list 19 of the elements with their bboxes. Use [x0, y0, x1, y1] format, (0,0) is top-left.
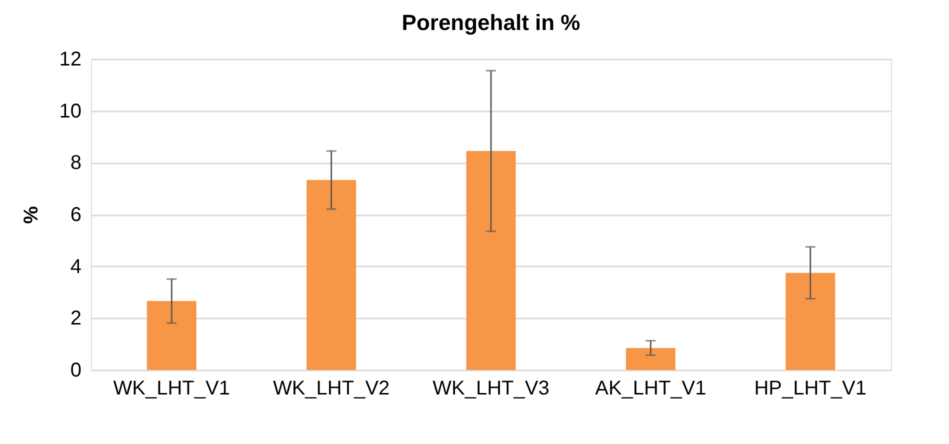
x-tick-label: AK_LHT_V1 — [595, 378, 706, 400]
y-tick-label: 12 — [59, 48, 82, 70]
y-tick-label: 0 — [70, 360, 82, 382]
y-tick-label: 6 — [70, 204, 82, 226]
y-tick-label: 4 — [70, 256, 82, 278]
x-tick-label: HP_LHT_V1 — [754, 378, 866, 400]
y-tick-label: 8 — [70, 152, 82, 174]
y-axis-title: % — [20, 206, 42, 224]
chart-title: Porengehalt in % — [402, 10, 580, 35]
y-tick-label: 2 — [70, 308, 82, 330]
bar — [466, 151, 516, 370]
bar — [626, 348, 676, 370]
bar — [786, 272, 836, 370]
x-tick-label: WK_LHT_V3 — [432, 378, 550, 400]
y-tick-label: 10 — [59, 100, 82, 122]
bar — [306, 180, 356, 370]
x-tick-label: WK_LHT_V2 — [272, 378, 390, 400]
x-tick-label: WK_LHT_V1 — [113, 378, 230, 400]
bar — [146, 301, 196, 370]
